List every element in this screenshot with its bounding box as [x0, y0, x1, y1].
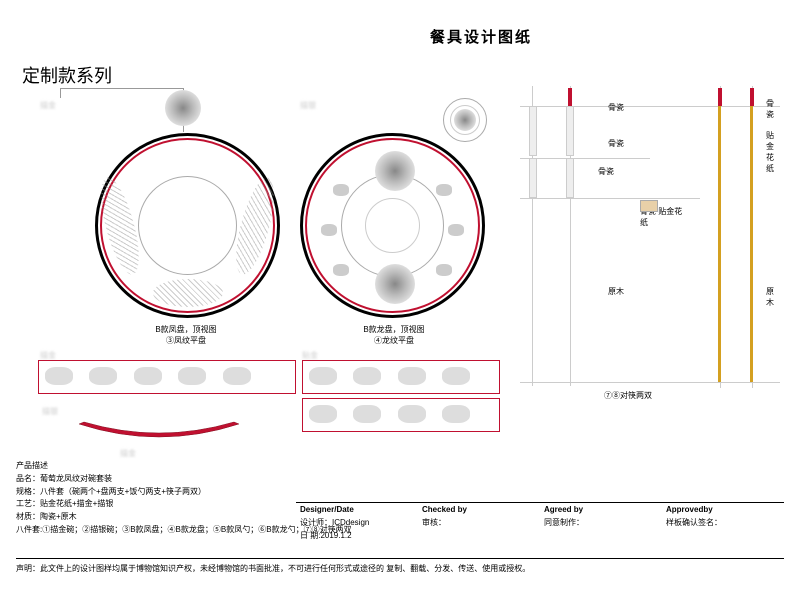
material-label: 骨瓷 [608, 102, 624, 113]
desc-line: 规格：八件套（碗两个+盘两支+饭勺两支+筷子两双） [16, 486, 352, 499]
signoff-header: Agreed by [540, 503, 662, 516]
material-label: 骨瓷 [608, 138, 624, 149]
pattern-band [302, 360, 500, 394]
dragon-motif [454, 109, 476, 131]
guideline [520, 158, 650, 159]
chopstick [750, 106, 753, 382]
motif-detail [165, 90, 201, 126]
color-swatch [640, 200, 658, 212]
guideline [520, 106, 780, 107]
dish-side-view [74, 420, 244, 446]
disclaimer: 声明：此文件上的设计图样均属于博物馆知识产权，未经博物馆的书面批准，不可进行任何… [16, 558, 784, 574]
signoff-cell: 样板确认签名： [662, 516, 784, 529]
material-label: 原木 [608, 286, 624, 297]
caption-line: B款凤盘，顶视图 [136, 324, 236, 335]
band-motif [353, 405, 381, 423]
chopstick-segment [529, 158, 537, 198]
band-motif [45, 367, 73, 385]
band-motif [134, 367, 162, 385]
blur-label: 描金 [40, 100, 56, 111]
blur-label: 描金 [120, 448, 136, 459]
plate-dragon [300, 133, 485, 318]
guideline [520, 382, 780, 383]
chopstick-tip [750, 88, 754, 106]
band-motif [442, 405, 470, 423]
connector [60, 88, 184, 89]
guideline [520, 198, 700, 199]
vine-pattern [153, 279, 223, 307]
small-motif [448, 224, 464, 236]
desc-line: 品名：葡萄龙凤纹对碗套装 [16, 473, 352, 486]
material-label: 骨瓷 [766, 98, 780, 120]
band-motif [353, 367, 381, 385]
dragon-motif [375, 264, 415, 304]
chopstick-tip [718, 88, 722, 106]
caption-line: ③凤纹平盘 [136, 335, 236, 346]
chopstick-segment [529, 106, 537, 156]
series-title: 定制款系列 [22, 62, 112, 88]
band-motif [398, 367, 426, 385]
signoff-table: Designer/Date Checked by Agreed by Appro… [296, 502, 784, 542]
material-label: 原木 [766, 286, 780, 308]
plate-inner [138, 176, 237, 275]
small-motif [321, 224, 337, 236]
signoff-cell [418, 529, 540, 542]
connector [60, 88, 61, 98]
blur-label: 描银 [42, 406, 58, 417]
band-motif [309, 405, 337, 423]
band-motif [89, 367, 117, 385]
band-motif [309, 367, 337, 385]
band-motif [223, 367, 251, 385]
signoff-cell: 同意制作： [540, 516, 662, 529]
chopstick-segment [566, 158, 574, 198]
small-motif [436, 264, 452, 276]
signoff-cell: 日 期:2019.1.2 [296, 529, 418, 542]
band-motif [398, 405, 426, 423]
pattern-band [38, 360, 296, 394]
small-motif [333, 184, 349, 196]
plate-b-caption: B款龙盘，顶视图 ④龙纹平盘 [344, 324, 444, 346]
caption-line: B款龙盘，顶视图 [344, 324, 444, 335]
signoff-cell: 设计师：ICDdesign [296, 516, 418, 529]
signoff-header: Designer/Date [296, 503, 418, 516]
small-motif [436, 184, 452, 196]
dragon-motif [375, 151, 415, 191]
plate-a-caption: B款凤盘，顶视图 ③凤纹平盘 [136, 324, 236, 346]
caption-line: ④龙纹平盘 [344, 335, 444, 346]
chopsticks-caption: ⑦⑧对筷两双 [604, 390, 652, 401]
material-label: 骨瓷 [598, 166, 614, 177]
signoff-cell [540, 529, 662, 542]
signoff-cell: 审核： [418, 516, 540, 529]
chopstick-tip [568, 88, 572, 106]
desc-heading: 产品描述 [16, 460, 352, 473]
band-motif [442, 367, 470, 385]
pattern-band [302, 398, 500, 432]
page-title: 餐具设计图纸 [430, 26, 532, 47]
signoff-header: Checked by [418, 503, 540, 516]
material-label: 贴金花纸 [766, 130, 780, 174]
chopstick-segment [566, 106, 574, 156]
plate-phoenix [95, 133, 280, 318]
band-motif [178, 367, 206, 385]
blur-label: 描银 [300, 100, 316, 111]
chopstick [718, 106, 721, 382]
detail-circle [443, 98, 487, 142]
chopsticks-diagram: 骨瓷 骨瓷 骨瓷 骨瓷 贴金花纸 原木 原木 骨瓷 贴金花纸 ⑦⑧对筷两双 [520, 86, 780, 388]
signoff-cell [662, 529, 784, 542]
small-motif [333, 264, 349, 276]
signoff-header: Approvedby [662, 503, 784, 516]
plate-inner2 [365, 198, 420, 253]
